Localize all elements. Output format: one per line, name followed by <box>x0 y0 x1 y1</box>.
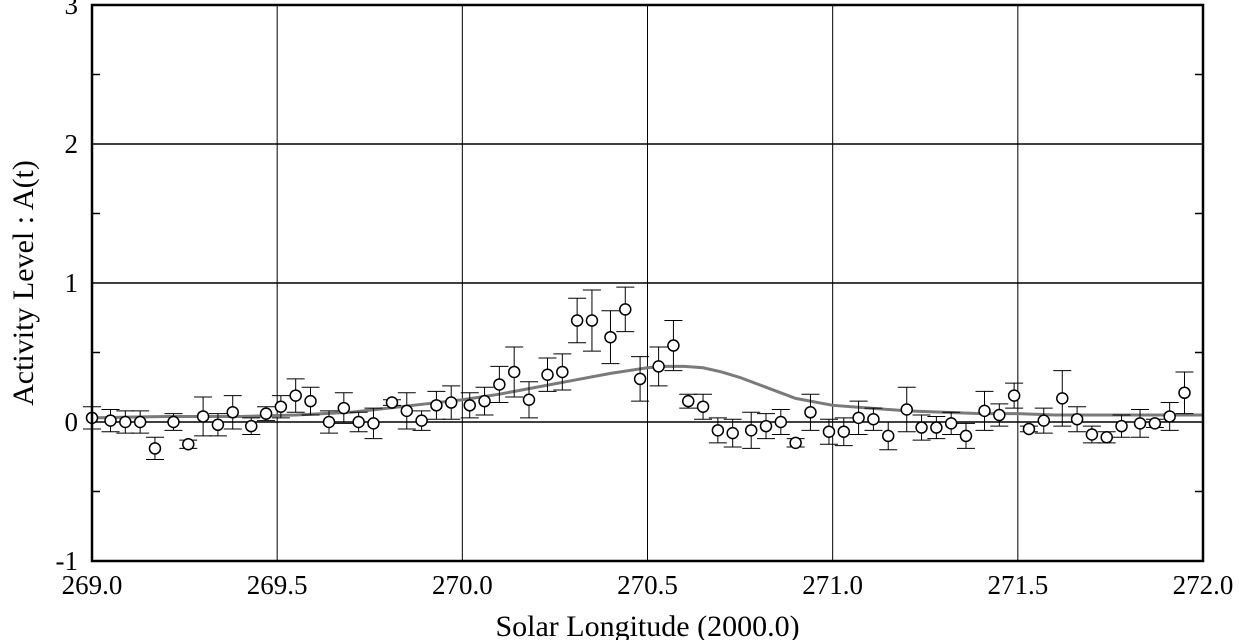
data-point <box>585 314 599 327</box>
x-tick-labels: 269.0 269.5 270.0 270.5 271.0 271.5 272.0 <box>62 570 1234 600</box>
data-point <box>930 421 943 434</box>
data-point <box>978 404 991 418</box>
data-point <box>681 394 695 408</box>
data-point <box>1085 428 1099 441</box>
data-point <box>1148 417 1162 430</box>
data-point <box>522 393 536 407</box>
data-point <box>837 425 851 438</box>
x-axis-title: Solar Longitude (2000.0) <box>495 610 799 640</box>
data-point <box>148 442 162 455</box>
x-tick-label: 272.0 <box>1173 570 1234 600</box>
data-point <box>507 365 521 379</box>
data-point <box>244 419 258 433</box>
data-point <box>182 437 195 451</box>
data-point <box>774 415 788 429</box>
data-point <box>478 394 491 408</box>
data-point <box>993 408 1006 422</box>
data-point <box>196 410 210 423</box>
data-point <box>119 415 132 429</box>
data-point <box>1133 417 1147 430</box>
data-point <box>226 406 239 419</box>
data-point <box>822 425 836 438</box>
data-point <box>556 365 569 379</box>
data-point <box>167 415 180 429</box>
data-point <box>633 372 647 386</box>
x-tick-label: 271.0 <box>802 570 863 600</box>
plot-frame <box>90 3 1205 563</box>
y-axis-title: Activity Level : A(t) <box>7 160 40 406</box>
x-tick-label: 271.5 <box>987 570 1048 600</box>
data-point <box>322 415 336 429</box>
data-point <box>726 426 739 440</box>
data-point <box>274 400 288 413</box>
data-point <box>1056 392 1069 405</box>
data-point <box>867 412 880 426</box>
data-point <box>711 424 725 437</box>
y-tick-label: 0 <box>65 407 79 437</box>
data-point <box>133 415 147 429</box>
y-tick-labels: -1 0 1 2 3 <box>56 0 79 576</box>
data-point <box>652 360 665 373</box>
x-tick-label: 270.0 <box>432 570 493 600</box>
x-tick-label: 269.0 <box>62 570 123 600</box>
data-point <box>944 417 958 430</box>
y-tick-label: 3 <box>65 0 79 20</box>
data-point <box>915 421 928 434</box>
x-tick-label: 270.5 <box>617 570 678 600</box>
data-point <box>304 394 317 408</box>
data-point <box>900 403 913 416</box>
data-point <box>1070 412 1084 426</box>
data-point <box>211 418 225 432</box>
grid-lines <box>92 5 1203 561</box>
data-point <box>1115 419 1128 433</box>
y-tick-label: 1 <box>65 268 79 298</box>
y-tick-label: 2 <box>65 129 79 159</box>
data-point <box>415 414 428 427</box>
data-point <box>604 330 617 344</box>
data-point <box>463 399 476 412</box>
data-point <box>959 429 973 443</box>
data-point <box>444 396 458 409</box>
data-point <box>619 303 632 316</box>
data-point <box>259 407 273 420</box>
data-point <box>1100 431 1113 444</box>
data-point <box>696 400 710 413</box>
data-point <box>104 414 117 427</box>
data-point <box>852 411 865 425</box>
data-point <box>1178 386 1191 400</box>
data-point <box>881 429 895 443</box>
data-point <box>759 419 773 433</box>
data-point <box>337 401 351 415</box>
data-point <box>493 378 506 391</box>
data-point <box>789 436 802 450</box>
data-point <box>541 368 554 381</box>
data-point <box>667 339 680 352</box>
data-point <box>400 404 414 418</box>
data-point <box>804 406 817 419</box>
data-point <box>1007 389 1021 402</box>
data-point <box>570 314 584 327</box>
data-point <box>1163 410 1176 423</box>
data-point <box>1022 422 1036 436</box>
data-point <box>289 389 302 402</box>
data-point <box>430 399 443 412</box>
data-point <box>385 396 399 409</box>
data-point <box>367 417 380 430</box>
data-points-layer <box>85 303 1191 455</box>
data-point <box>744 424 758 437</box>
data-point <box>352 415 365 429</box>
data-point <box>1037 414 1051 427</box>
x-tick-label: 269.5 <box>247 570 308 600</box>
y-tick-label: -1 <box>56 546 79 576</box>
